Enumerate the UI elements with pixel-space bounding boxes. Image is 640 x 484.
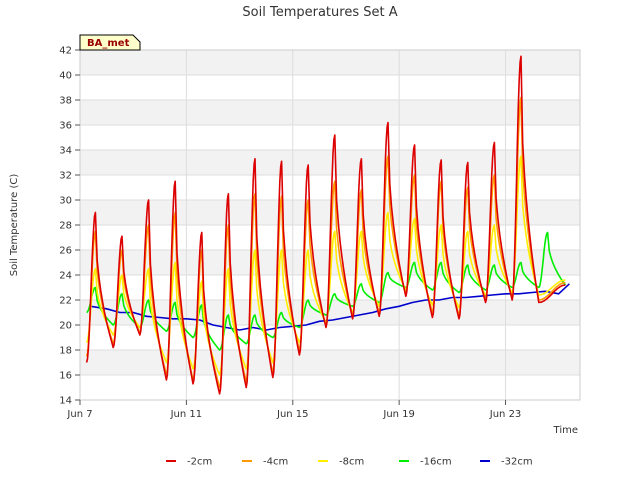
legend: -2cm -4cm -8cm -16cm -32cm (166, 457, 533, 468)
y-tick-label: 16 (59, 371, 72, 382)
x-tick-label: Jun 15 (276, 409, 309, 420)
series-line-minus-32cm (90, 283, 570, 331)
y-tick-label: 28 (59, 221, 72, 232)
y-tick-label: 24 (59, 271, 72, 282)
y-tick-label: 14 (59, 396, 72, 407)
x-tick-label: Jun 11 (170, 409, 203, 420)
x-tick-label: Jun 7 (66, 409, 92, 420)
grid-band (80, 350, 580, 375)
y-tick-label: 38 (59, 96, 72, 107)
legend-label: -4cm (263, 457, 288, 468)
series-lines (85, 55, 570, 395)
x-axis-label: Time (553, 425, 578, 436)
y-tick-label: 32 (59, 171, 72, 182)
y-tick-label: 42 (59, 46, 72, 57)
legend-label: -2cm (187, 457, 212, 468)
legend-label: -8cm (339, 457, 364, 468)
y-tick-label: 22 (59, 296, 72, 307)
x-tick-label: Jun 19 (382, 409, 415, 420)
series-line-minus-16cm (86, 231, 567, 351)
y-tick-label: 20 (59, 321, 72, 332)
site-badge: BA_met (79, 34, 141, 51)
chart-title: Soil Temperatures Set A (242, 5, 397, 20)
y-tick-label: 30 (59, 196, 72, 207)
y-tick-label: 40 (59, 71, 72, 82)
y-tick-label: 36 (59, 121, 72, 132)
series-line-minus-4cm (85, 96, 566, 389)
y-axis-label: Soil Temperature (C) (9, 174, 20, 277)
site-badge-label: BA_met (87, 38, 130, 49)
x-tick-label: Jun 23 (489, 409, 522, 420)
grid-band (80, 50, 580, 75)
y-tick-label: 18 (59, 346, 72, 357)
legend-label: -32cm (501, 457, 533, 468)
legend-label: -16cm (420, 457, 452, 468)
axes: 14 16 18 20 22 24 26 28 30 32 34 36 38 40 42 Jun 7 Jun 1… (59, 46, 521, 421)
series-line-minus-2cm (85, 55, 566, 395)
grid-band (80, 150, 580, 175)
grid-band (80, 100, 580, 125)
y-tick-label: 34 (59, 146, 72, 157)
y-tick-label: 26 (59, 246, 72, 257)
series-line-minus-8cm (85, 155, 566, 376)
